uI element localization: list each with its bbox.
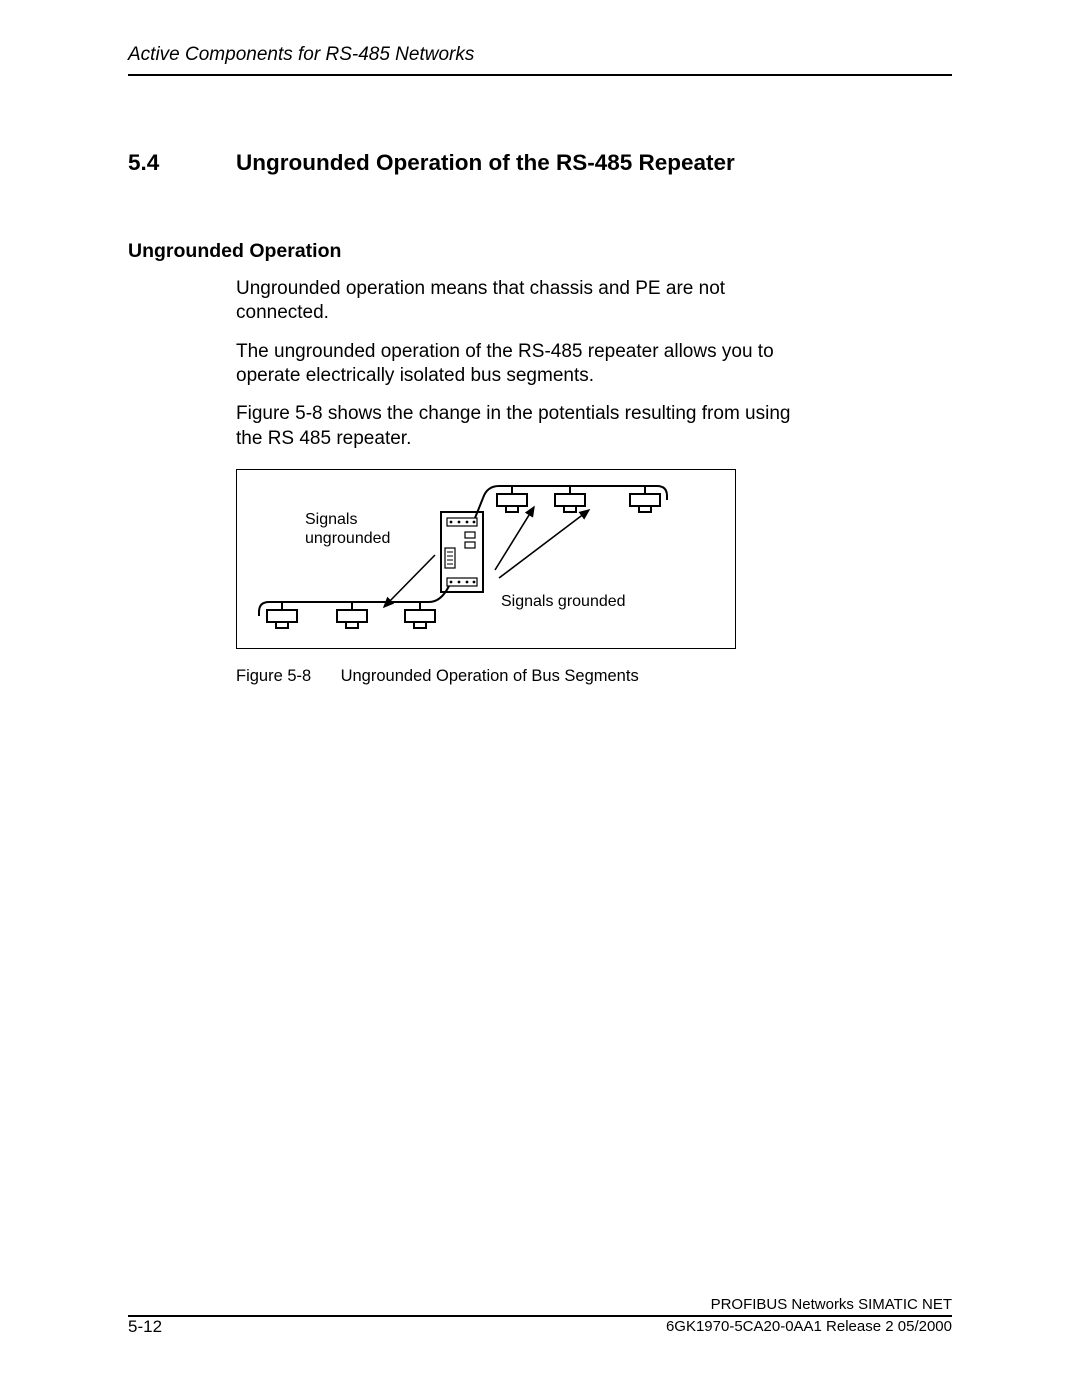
figure-diagram: Signals ungrounded Signals grounded [236, 469, 736, 649]
diagram-svg [237, 470, 737, 650]
node-icon [267, 610, 297, 628]
figure-caption: Figure 5-8 Ungrounded Operation of Bus S… [236, 667, 952, 686]
node-icon [405, 610, 435, 628]
paragraph: The ungrounded operation of the RS-485 r… [236, 340, 796, 389]
arrow-grounded [499, 510, 589, 578]
paragraph: Figure 5-8 shows the change in the poten… [236, 402, 796, 451]
node-icon [337, 610, 367, 628]
page-number: 5-12 [128, 1317, 162, 1337]
caption-label: Figure 5-8 [236, 667, 336, 686]
body-text: Ungrounded operation means that chassis … [236, 277, 796, 451]
arrow-grounded [495, 507, 534, 570]
section-title: Ungrounded Operation of the RS-485 Repea… [236, 150, 735, 176]
node-icon [555, 494, 585, 512]
page-footer: PROFIBUS Networks SIMATIC NET 5-12 6GK19… [128, 1296, 952, 1337]
label-text: Signals [305, 510, 390, 529]
section-number: 5.4 [128, 150, 236, 176]
arrow-ungrounded [384, 555, 435, 607]
footer-doc-id: 6GK1970-5CA20-0AA1 Release 2 05/2000 [666, 1318, 952, 1337]
page: Active Components for RS-485 Networks 5.… [0, 0, 1080, 1397]
label-signals-grounded: Signals grounded [501, 593, 626, 611]
paragraph: Ungrounded operation means that chassis … [236, 277, 796, 326]
node-icon [630, 494, 660, 512]
running-header: Active Components for RS-485 Networks [128, 44, 952, 76]
footer-doc-title: PROFIBUS Networks SIMATIC NET [128, 1296, 952, 1315]
repeater-icon [441, 512, 483, 592]
label-text: ungrounded [305, 529, 390, 548]
section-heading: 5.4 Ungrounded Operation of the RS-485 R… [128, 150, 952, 176]
subheading: Ungrounded Operation [128, 240, 952, 263]
node-icon [497, 494, 527, 512]
label-signals-ungrounded: Signals ungrounded [305, 510, 390, 548]
caption-text: Ungrounded Operation of Bus Segments [341, 667, 639, 685]
